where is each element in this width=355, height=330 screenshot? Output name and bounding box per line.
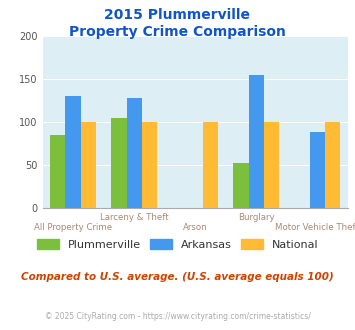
Bar: [248, 75, 264, 208]
Bar: [66, 96, 81, 208]
Bar: [203, 122, 218, 208]
Bar: [234, 163, 248, 208]
Text: All Property Crime: All Property Crime: [34, 223, 112, 232]
Bar: [50, 135, 66, 208]
Bar: [325, 122, 340, 208]
Text: Burglary: Burglary: [238, 213, 275, 222]
Text: 2015 Plummerville: 2015 Plummerville: [104, 8, 251, 22]
Text: Compared to U.S. average. (U.S. average equals 100): Compared to U.S. average. (U.S. average …: [21, 272, 334, 282]
Text: Property Crime Comparison: Property Crime Comparison: [69, 25, 286, 39]
Text: Larceny & Theft: Larceny & Theft: [100, 213, 169, 222]
Bar: [142, 122, 157, 208]
Bar: [310, 132, 325, 208]
Text: Motor Vehicle Theft: Motor Vehicle Theft: [275, 223, 355, 232]
Bar: [81, 122, 96, 208]
Bar: [264, 122, 279, 208]
Bar: [111, 118, 126, 208]
Text: © 2025 CityRating.com - https://www.cityrating.com/crime-statistics/: © 2025 CityRating.com - https://www.city…: [45, 312, 310, 321]
Bar: [126, 98, 142, 208]
Legend: Plummerville, Arkansas, National: Plummerville, Arkansas, National: [32, 235, 323, 254]
Text: Arson: Arson: [183, 223, 208, 232]
